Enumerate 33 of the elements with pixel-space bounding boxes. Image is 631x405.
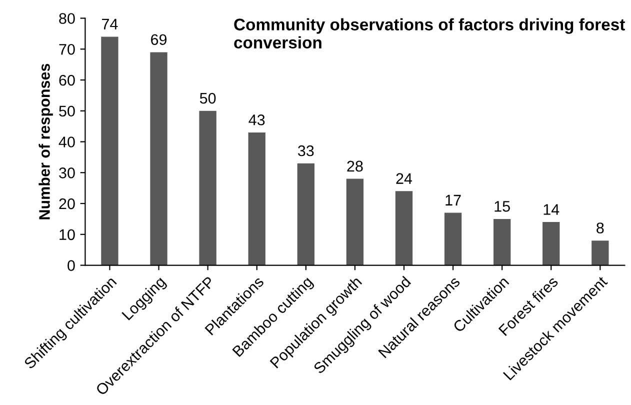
y-tick-label: 20 [59, 198, 75, 210]
bar [346, 178, 364, 266]
bar [395, 191, 413, 266]
data-label: 43 [248, 114, 265, 126]
y-tick-label: 40 [58, 136, 75, 148]
y-tick-label: 70 [59, 44, 75, 55]
bar [199, 110, 216, 266]
data-label: 69 [151, 34, 167, 46]
data-label: 74 [102, 18, 118, 30]
bar [444, 212, 462, 266]
bar [101, 36, 118, 266]
bar [150, 52, 168, 266]
y-tick-label: 60 [59, 74, 75, 86]
data-label: 33 [298, 145, 314, 156]
y-tick-label: 30 [59, 168, 75, 178]
y-tick-label: 10 [60, 229, 75, 240]
data-label: 8 [596, 222, 604, 234]
bar [542, 222, 560, 266]
bar [297, 163, 314, 266]
data-label: 50 [200, 92, 216, 104]
bar [248, 132, 266, 266]
y-tick-label: 0 [68, 260, 75, 271]
y-tick-label: 80 [59, 13, 75, 24]
data-label: 28 [347, 160, 363, 172]
data-label: 15 [494, 201, 510, 212]
data-label: 17 [446, 194, 461, 206]
data-label: 24 [396, 173, 412, 184]
y-axis-title: Number of responses [38, 64, 53, 220]
chart-title: Community observations of factors driving forest conversion [234, 18, 625, 48]
bar [493, 218, 511, 266]
y-tick-label: 50 [59, 106, 75, 117]
bar [592, 240, 609, 266]
data-label: 14 [544, 204, 560, 215]
